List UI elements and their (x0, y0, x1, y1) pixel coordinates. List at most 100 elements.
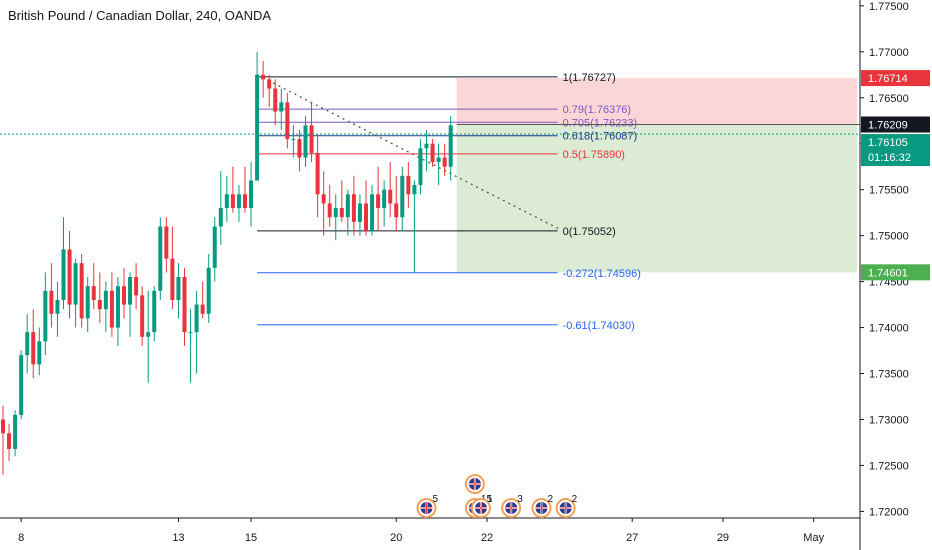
y-tick-label: 1.73500 (869, 369, 909, 381)
x-tick-label: 13 (172, 532, 184, 544)
candle (315, 134, 320, 218)
candle-body (370, 194, 375, 232)
candle (109, 272, 114, 337)
y-tick-label: 1.72500 (869, 460, 909, 472)
candle-body (73, 263, 78, 305)
candle (218, 171, 223, 245)
candle-body (31, 332, 36, 365)
candle-body (182, 277, 187, 333)
candle (321, 171, 326, 236)
candle (103, 281, 108, 333)
candle-body (394, 203, 399, 218)
candle-body (236, 194, 241, 209)
x-tick-label: 8 (18, 532, 24, 544)
candle (309, 102, 314, 163)
event-count-label: 2 (572, 494, 578, 505)
candle (164, 217, 169, 273)
candle (430, 139, 435, 167)
x-tick-label: May (803, 532, 824, 544)
candle (7, 424, 12, 461)
current-price-label: 1.76105 (868, 137, 908, 149)
candle-body (448, 125, 453, 167)
candle (261, 60, 266, 98)
candle (364, 180, 368, 236)
x-tick-label: 29 (717, 532, 729, 544)
candle (85, 277, 90, 333)
candle-body (291, 139, 296, 141)
candle-body (85, 286, 90, 319)
event-flag-icon (416, 498, 437, 518)
trend-line (256, 74, 560, 230)
candle (357, 194, 362, 236)
candle-body (406, 175, 411, 195)
candle-body (255, 74, 260, 181)
candle-body (200, 304, 205, 314)
candle-body (339, 208, 344, 218)
candle-body (412, 185, 417, 195)
stop-loss-zone (456, 78, 857, 125)
candle-body (436, 157, 441, 163)
candle-body (13, 414, 18, 449)
candle-body (146, 332, 151, 337)
candle (188, 309, 193, 383)
candle-body (351, 194, 356, 222)
candle-body (430, 143, 435, 163)
x-tick-label: 27 (626, 532, 638, 544)
candle (194, 290, 199, 374)
event-count-label: 15 (481, 494, 493, 505)
candle-body (49, 290, 54, 314)
candle (31, 309, 36, 379)
y-tick-label: 1.74000 (869, 323, 909, 335)
fib-level-label: 0(1.75052) (563, 226, 616, 238)
candle (327, 185, 332, 227)
candle-body (37, 341, 42, 365)
candle (134, 263, 139, 310)
candle (97, 272, 102, 323)
candle-body (218, 208, 223, 227)
candle (243, 166, 247, 213)
candle (273, 79, 278, 126)
candle (255, 51, 260, 181)
candle (146, 290, 151, 383)
price-tag-label: 1.76209 (868, 120, 908, 132)
candle-body (418, 148, 423, 186)
candle (285, 93, 290, 149)
y-tick-label: 1.73000 (869, 414, 909, 426)
candle (176, 263, 181, 319)
fib-level-label: 0.618(1.76087) (563, 131, 638, 143)
candle-body (243, 194, 247, 209)
event-flag-icon (501, 498, 522, 518)
candle (140, 286, 145, 346)
chart-title: British Pound / Canadian Dollar, 240, OA… (8, 8, 272, 23)
price-tag-label: 1.76714 (868, 73, 908, 85)
candle (388, 162, 393, 218)
candle (79, 254, 84, 328)
candle (370, 185, 375, 236)
candle (224, 175, 229, 222)
candle-body (164, 226, 169, 259)
candle-body (297, 139, 302, 158)
candle-body (97, 299, 102, 310)
candle-body (134, 277, 139, 296)
candle (206, 254, 211, 323)
candle (436, 143, 441, 186)
fib-level-label: -0.61(1.74030) (563, 320, 635, 332)
candle (376, 166, 381, 232)
x-tick-label: 15 (245, 532, 257, 544)
candle-body (1, 419, 5, 434)
candle-body (279, 102, 284, 112)
y-tick-label: 1.72000 (869, 506, 909, 518)
candle (170, 226, 175, 310)
candle-body (188, 332, 193, 334)
current-price-tag-bg (861, 134, 930, 167)
candle-body (357, 203, 362, 222)
candle-body (152, 290, 157, 333)
candle-body (140, 295, 145, 337)
candle (91, 263, 96, 310)
candle-body (19, 355, 24, 415)
candle (339, 180, 344, 222)
candle-body (212, 226, 217, 268)
candle-body (327, 203, 332, 218)
